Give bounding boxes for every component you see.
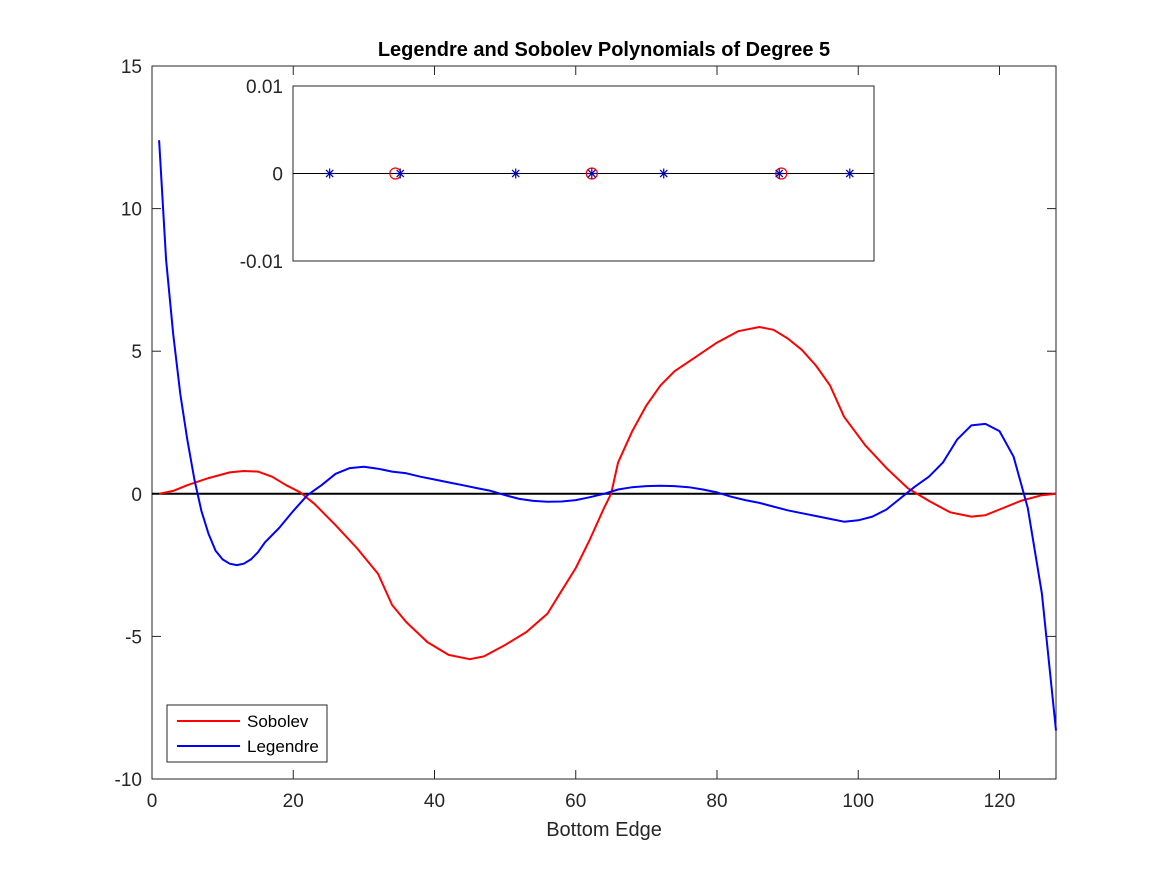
y-tick-label: -10 <box>115 770 142 791</box>
y-tick-label: 15 <box>121 57 142 78</box>
legendre-root-marker <box>395 168 406 179</box>
inset-axes: 0.01 0 -0.01 <box>240 77 875 273</box>
y-tick-label: 5 <box>131 342 142 363</box>
legend-label-legendre: Legendre <box>247 737 319 756</box>
main-y-tick-labels: -10 -5 0 5 10 15 <box>115 57 142 791</box>
legendre-root-marker <box>774 168 785 179</box>
series-line-legendre <box>158 140 1057 731</box>
main-x-tick-labels: 0 20 40 60 80 100 120 <box>147 791 1016 812</box>
legendre-root-marker <box>324 168 335 179</box>
chart-title: Legendre and Sobolev Polynomials of Degr… <box>378 39 830 61</box>
y-tick-label: 0 <box>131 485 142 506</box>
y-tick-label: 10 <box>121 200 142 221</box>
series-line-sobolev <box>158 326 1057 661</box>
legendre-root-marker <box>586 168 597 179</box>
legendre-root-marker <box>844 168 855 179</box>
legend-label-sobolev: Sobolev <box>247 712 309 731</box>
x-tick-label: 20 <box>283 791 304 812</box>
x-tick-label: 0 <box>147 791 158 812</box>
sobolev-root-marker <box>585 167 598 180</box>
main-series-lines <box>158 140 1057 731</box>
inset-y-tick-label: 0.01 <box>246 77 283 98</box>
inset-y-tick-label: -0.01 <box>240 252 283 273</box>
inset-y-tick-labels: 0.01 0 -0.01 <box>240 77 283 273</box>
x-tick-label: 120 <box>984 791 1016 812</box>
x-tick-label: 100 <box>842 791 874 812</box>
x-tick-label: 80 <box>706 791 727 812</box>
x-tick-label: 60 <box>565 791 586 812</box>
legendre-root-marker <box>658 168 669 179</box>
x-axis-label: Bottom Edge <box>546 819 662 841</box>
legendre-root-marker <box>510 168 521 179</box>
inset-y-tick-label: 0 <box>272 165 283 186</box>
legend: Sobolev Legendre <box>166 704 328 763</box>
x-tick-label: 40 <box>424 791 445 812</box>
y-tick-label: -5 <box>125 627 142 648</box>
main-tick-marks <box>151 65 1056 780</box>
inset-root-markers <box>324 167 855 180</box>
legend-box <box>166 704 328 763</box>
